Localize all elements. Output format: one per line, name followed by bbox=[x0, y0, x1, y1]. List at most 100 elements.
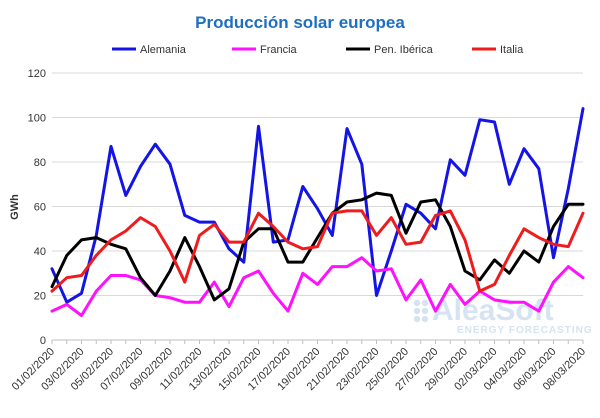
data-point-francia bbox=[213, 281, 216, 283]
data-point-pen-ib-rica bbox=[301, 261, 304, 263]
data-point-pen-ib-rica bbox=[183, 236, 186, 239]
data-point-francia bbox=[346, 265, 348, 268]
data-point-francia bbox=[449, 283, 452, 286]
y-tick-label: 20 bbox=[34, 291, 46, 303]
data-point-pen-ib-rica bbox=[360, 199, 363, 201]
data-point-alemania bbox=[316, 207, 319, 210]
data-point-alemania bbox=[272, 241, 275, 243]
data-point-italia bbox=[154, 225, 157, 228]
data-point-italia bbox=[419, 241, 422, 243]
data-point-alemania bbox=[567, 187, 570, 190]
data-point-alemania bbox=[390, 250, 393, 252]
data-point-pen-ib-rica bbox=[257, 227, 260, 230]
data-point-pen-ib-rica bbox=[124, 247, 127, 250]
data-point-francia bbox=[183, 301, 186, 303]
legend-item-francia: Francia bbox=[232, 44, 298, 56]
data-point-italia bbox=[567, 245, 570, 248]
data-point-alemania bbox=[405, 203, 407, 206]
series-layer bbox=[50, 107, 585, 317]
data-point-italia bbox=[198, 234, 201, 237]
data-point-alemania bbox=[375, 294, 378, 297]
data-point-francia bbox=[405, 299, 407, 301]
data-point-alemania bbox=[183, 214, 186, 217]
data-point-francia bbox=[552, 281, 555, 283]
data-point-francia bbox=[493, 299, 496, 301]
data-point-pen-ib-rica bbox=[567, 203, 570, 206]
data-point-alemania bbox=[80, 292, 83, 295]
data-point-pen-ib-rica bbox=[523, 250, 525, 252]
data-point-italia bbox=[464, 239, 466, 241]
data-point-pen-ib-rica bbox=[228, 288, 230, 290]
y-axis-title: GWh bbox=[9, 194, 21, 220]
data-point-italia bbox=[434, 214, 437, 217]
data-point-alemania bbox=[198, 221, 201, 223]
data-point-alemania bbox=[95, 234, 98, 237]
data-point-italia bbox=[257, 212, 260, 214]
data-point-italia bbox=[110, 239, 112, 241]
data-point-pen-ib-rica bbox=[390, 194, 393, 197]
data-point-pen-ib-rica bbox=[537, 261, 540, 263]
data-point-italia bbox=[124, 230, 127, 232]
data-point-francia bbox=[124, 274, 127, 277]
data-point-alemania bbox=[51, 268, 53, 270]
data-point-francia bbox=[80, 314, 83, 317]
data-point-francia bbox=[242, 276, 245, 279]
data-point-francia bbox=[95, 290, 98, 292]
data-point-pen-ib-rica bbox=[139, 276, 142, 279]
data-point-alemania bbox=[582, 107, 584, 110]
data-point-francia bbox=[360, 256, 363, 259]
data-point-francia bbox=[228, 305, 230, 308]
data-point-francia bbox=[582, 276, 584, 279]
data-point-alemania bbox=[331, 234, 334, 237]
data-point-francia bbox=[375, 270, 378, 272]
data-point-francia bbox=[169, 296, 171, 299]
data-point-italia bbox=[169, 250, 171, 252]
legend-item-alemania: Alemania bbox=[112, 44, 187, 56]
data-point-pen-ib-rica bbox=[464, 270, 466, 272]
y-tick-label: 0 bbox=[40, 335, 46, 347]
data-point-alemania bbox=[213, 221, 216, 223]
data-point-alemania bbox=[139, 165, 142, 168]
data-point-pen-ib-rica bbox=[51, 285, 53, 288]
data-point-alemania bbox=[523, 147, 525, 150]
data-point-pen-ib-rica bbox=[213, 299, 216, 301]
data-point-pen-ib-rica bbox=[552, 225, 555, 228]
data-point-italia bbox=[331, 212, 334, 214]
y-axis: 0 20 40 60 80 100 120 bbox=[28, 68, 46, 347]
data-point-alemania bbox=[242, 261, 245, 263]
data-point-alemania bbox=[552, 256, 555, 259]
data-point-alemania bbox=[124, 194, 127, 197]
data-point-pen-ib-rica bbox=[346, 201, 348, 203]
data-point-italia bbox=[301, 247, 304, 250]
legend-label: Pen. Ibérica bbox=[374, 44, 434, 56]
data-point-italia bbox=[449, 210, 452, 212]
y-tick-label: 60 bbox=[34, 202, 46, 214]
data-point-alemania bbox=[493, 121, 496, 123]
data-point-italia bbox=[493, 283, 496, 286]
data-point-pen-ib-rica bbox=[169, 270, 171, 272]
data-point-alemania bbox=[346, 127, 348, 130]
data-point-alemania bbox=[154, 143, 157, 145]
data-point-pen-ib-rica bbox=[80, 239, 83, 241]
data-point-pen-ib-rica bbox=[478, 279, 481, 281]
data-point-francia bbox=[257, 270, 260, 272]
data-point-pen-ib-rica bbox=[95, 236, 98, 239]
data-point-italia bbox=[390, 216, 393, 219]
legend: Alemania Francia Pen. Ibérica Italia bbox=[112, 44, 524, 56]
data-point-francia bbox=[508, 301, 511, 303]
data-point-italia bbox=[360, 210, 363, 212]
data-point-italia bbox=[51, 290, 53, 292]
data-point-francia bbox=[567, 265, 570, 268]
data-point-pen-ib-rica bbox=[65, 254, 68, 257]
data-point-italia bbox=[272, 225, 275, 228]
legend-label: Italia bbox=[500, 44, 524, 56]
data-point-pen-ib-rica bbox=[287, 261, 289, 263]
data-point-francia bbox=[419, 279, 422, 281]
data-point-alemania bbox=[110, 145, 112, 148]
legend-item-italia: Italia bbox=[472, 44, 524, 56]
data-point-italia bbox=[552, 243, 555, 246]
watermark-tagline: ENERGY FORECASTING bbox=[457, 325, 593, 336]
data-point-francia bbox=[110, 274, 112, 277]
data-point-francia bbox=[51, 310, 53, 312]
